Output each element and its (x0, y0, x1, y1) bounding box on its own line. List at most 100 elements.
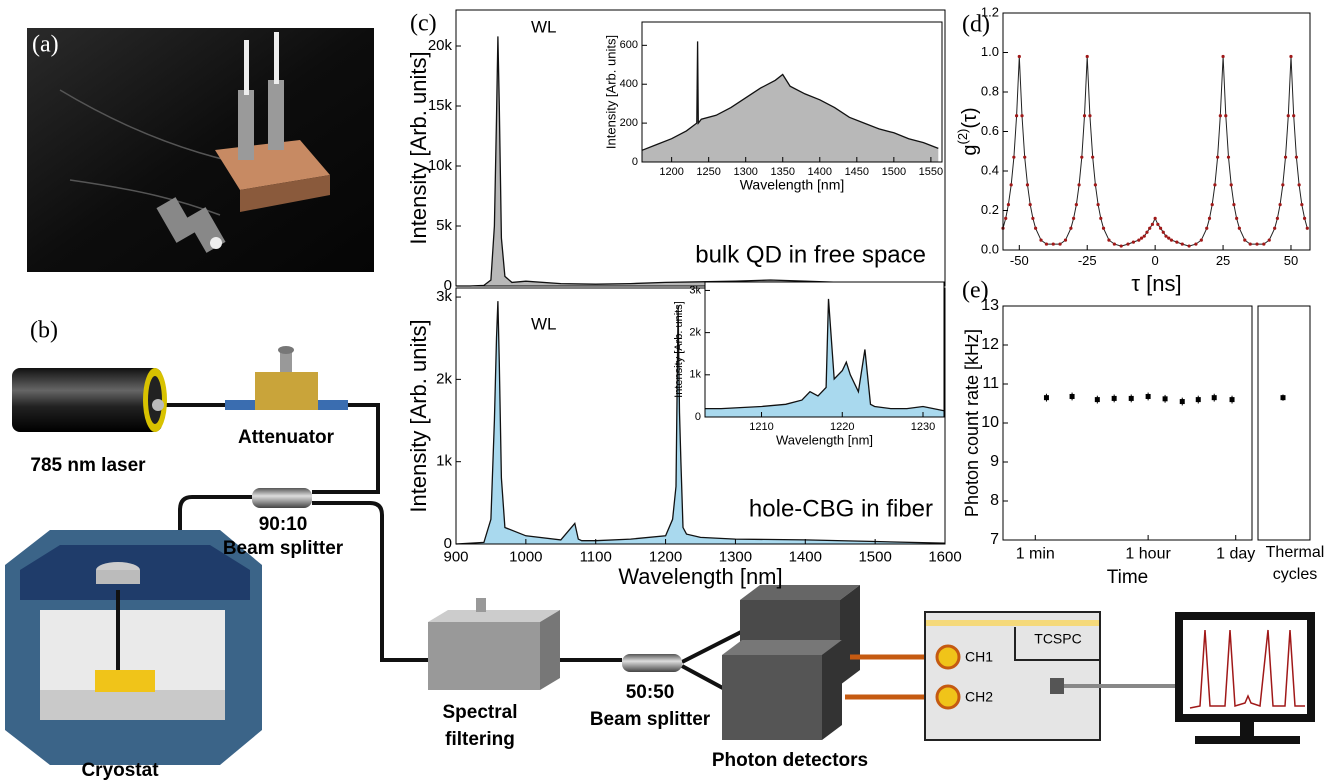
x-tick-label: 1250 (696, 166, 720, 178)
data-point (1281, 395, 1286, 400)
data-point (1292, 114, 1295, 117)
label: filtering (445, 729, 515, 750)
data-point (1096, 203, 1099, 206)
data-point (1163, 396, 1168, 401)
data-point (1083, 114, 1086, 117)
data-point (1044, 395, 1049, 400)
data-point (1094, 183, 1097, 186)
label: Beam splitter (590, 709, 711, 730)
x-tick-label: Thermal (1266, 544, 1325, 561)
y-tick-label: 0.6 (981, 123, 999, 138)
data-point (1010, 183, 1013, 186)
data-point (1026, 183, 1029, 186)
y-axis-label: Photon count rate [kHz] (962, 329, 982, 517)
label: Photon detectors (712, 750, 868, 771)
data-point (1205, 227, 1208, 230)
data-point (1120, 244, 1123, 247)
data-point (1164, 235, 1167, 238)
label: CH1 (965, 649, 993, 665)
label: Attenuator (238, 427, 335, 448)
x-tick-label: 1230 (911, 421, 935, 433)
label: TCSPC (1034, 631, 1081, 647)
data-point (1072, 217, 1075, 220)
data-point (1230, 183, 1233, 186)
x-axis-label: Wavelength [nm] (618, 564, 782, 589)
x-axis-label: Time (1107, 567, 1149, 588)
data-point (1012, 156, 1015, 159)
data-point (1289, 55, 1292, 58)
y-tick-label: 9 (990, 453, 999, 470)
y-tick-label: 0 (632, 156, 638, 168)
label: Cryostat (81, 760, 159, 781)
data-point (1031, 217, 1034, 220)
data-point (1303, 217, 1306, 220)
x-tick-label: 1400 (789, 548, 822, 565)
data-point (1034, 227, 1037, 230)
y-axis-label: Intensity [Arb. units] (673, 301, 685, 398)
data-point (1113, 242, 1116, 245)
x-tick-label: 1210 (749, 421, 773, 433)
data-point (1230, 397, 1235, 402)
data-point (1219, 114, 1222, 117)
label: Beam splitter (223, 538, 344, 559)
data-point (1298, 183, 1301, 186)
chart: 0.00.20.40.60.81.01.2-50-2502550τ [ns]g(… (955, 4, 1310, 295)
data-point (1227, 156, 1230, 159)
x-tick-label: 1550 (919, 166, 943, 178)
data-point (1004, 217, 1007, 220)
plot-frame (1258, 306, 1310, 540)
data-point (1295, 156, 1298, 159)
x-tick-label: 1 day (1216, 546, 1255, 563)
y-tick-label: 3k (436, 288, 452, 305)
data-point (1194, 242, 1197, 245)
data-point (1175, 241, 1178, 244)
y-tick-label: 600 (620, 39, 638, 51)
y-tick-label: 13 (981, 297, 999, 314)
data-point (1284, 156, 1287, 159)
data-point (1181, 242, 1184, 245)
data-point (1146, 394, 1151, 399)
y-tick-label: 12 (981, 336, 999, 353)
y-tick-label: 8 (990, 492, 999, 509)
annotation: bulk QD in free space (695, 241, 926, 268)
y-tick-label: 10 (981, 414, 999, 431)
x-tick-label: 1 hour (1125, 546, 1171, 563)
annotation: WL (531, 17, 557, 36)
x-tick-label: 1450 (845, 166, 869, 178)
data-point (1058, 242, 1061, 245)
photo (27, 28, 374, 272)
y-tick-label: 0.8 (981, 83, 999, 98)
panel-label: (b) (30, 318, 58, 344)
data-point (1287, 114, 1290, 117)
y-tick-label: 11 (982, 375, 999, 392)
data-point (1007, 203, 1010, 206)
x-tick-label: 50 (1284, 253, 1298, 268)
plot-frame (1003, 13, 1310, 250)
data-point (1281, 183, 1284, 186)
y-tick-label: 1k (436, 453, 452, 470)
data-point (1159, 227, 1162, 230)
y-tick-label: 400 (620, 78, 638, 90)
data-point (1216, 156, 1219, 159)
y-tick-label: 0 (695, 411, 701, 423)
y-axis-label-part: (τ) (959, 107, 981, 128)
data-point (1045, 242, 1048, 245)
y-tick-label: 7 (990, 531, 999, 548)
data-point (1180, 399, 1185, 404)
x-tick-label: -50 (1010, 253, 1029, 268)
y-axis-label-part: (2) (955, 129, 970, 145)
x-tick-label: 900 (443, 548, 468, 565)
y-tick-label: 0.2 (981, 202, 999, 217)
data-point (1145, 231, 1148, 234)
data-point (1095, 397, 1100, 402)
y-axis-label: g(2)(τ) (955, 107, 981, 155)
data-point (1200, 239, 1203, 242)
data-point (1080, 156, 1083, 159)
label: Spectral (443, 702, 518, 723)
data-point (1102, 227, 1105, 230)
data-point (1075, 203, 1078, 206)
y-tick-label: 200 (620, 117, 638, 129)
y-axis-label: Intensity [Arb. units] (406, 319, 431, 512)
y-tick-label: 0.0 (981, 241, 999, 256)
